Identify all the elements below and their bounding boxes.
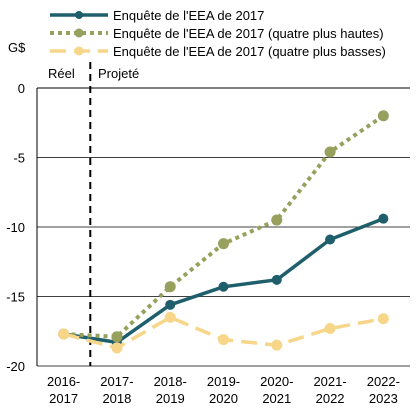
- y-tick-label: -15: [6, 290, 25, 305]
- data-point: [218, 281, 229, 292]
- x-tick-label: 2019: [156, 391, 185, 406]
- y-tick-label: 0: [18, 81, 25, 96]
- x-tick-label: 2022-: [367, 374, 400, 389]
- x-tick-label: 2017-: [100, 374, 133, 389]
- data-point: [271, 214, 283, 226]
- data-point: [377, 313, 389, 325]
- y-tick-label: -5: [13, 151, 25, 166]
- data-point: [218, 334, 229, 346]
- legend-label: Enquête de l'EEA de 2017: [113, 8, 264, 23]
- data-point: [218, 238, 229, 250]
- y-tick-label: -10: [6, 220, 25, 235]
- series-group: [58, 110, 389, 354]
- gridlines: [36, 87, 410, 367]
- data-point: [58, 328, 70, 340]
- legend-item: Enquête de l'EEA de 2017: [50, 8, 264, 23]
- data-point: [271, 274, 282, 285]
- legend-item: Enquête de l'EEA de 2017 (quatre plus ba…: [50, 44, 386, 59]
- legend-marker: [75, 11, 83, 19]
- x-tick-label: 2021: [262, 391, 291, 406]
- data-point: [378, 213, 389, 224]
- data-point: [111, 342, 123, 354]
- series-2: [58, 110, 389, 343]
- data-point: [324, 146, 336, 158]
- legend-label: Enquête de l'EEA de 2017 (quatre plus ba…: [113, 44, 386, 59]
- x-tick-label: 2020-: [260, 374, 293, 389]
- data-point: [165, 299, 176, 310]
- legend-label: Enquête de l'EEA de 2017 (quatre plus ha…: [113, 26, 384, 41]
- x-tick-label: 2016-: [47, 374, 80, 389]
- projected-annotation: Projeté: [98, 66, 139, 81]
- data-point: [111, 331, 123, 343]
- data-point: [164, 311, 176, 323]
- x-tick-label: 2021-: [313, 374, 346, 389]
- data-point: [271, 339, 283, 351]
- data-point: [325, 234, 336, 245]
- x-tick-label: 2018-: [154, 374, 187, 389]
- x-tick-label: 2019-: [207, 374, 240, 389]
- x-tick-label: 2017: [49, 391, 78, 406]
- x-tick-label: 2020: [209, 391, 238, 406]
- series-line: [63, 114, 385, 339]
- data-point: [377, 110, 389, 122]
- data-point: [164, 281, 176, 293]
- y-tick-label: -20: [6, 359, 25, 374]
- actual-annotation: Réel: [48, 66, 75, 81]
- x-tick-label: 2022: [316, 391, 345, 406]
- x-tick-label: 2023: [369, 391, 398, 406]
- series-3: [58, 311, 389, 354]
- y-axis-ticks: 0 -5 -10 -15 -20: [6, 81, 25, 374]
- y-axis-label: G$: [8, 40, 26, 55]
- data-point: [324, 322, 336, 334]
- series-line: [63, 217, 385, 345]
- legend-item: Enquête de l'EEA de 2017 (quatre plus ha…: [50, 26, 384, 41]
- legend: Enquête de l'EEA de 2017 Enquête de l'EEA…: [50, 8, 386, 59]
- x-axis-ticks: 2016- 2017 2017- 2018 2018- 2019 2019- 2020 2020…: [47, 374, 400, 406]
- legend-marker: [74, 46, 84, 56]
- legend-marker: [74, 28, 84, 38]
- x-tick-label: 2018: [102, 391, 131, 406]
